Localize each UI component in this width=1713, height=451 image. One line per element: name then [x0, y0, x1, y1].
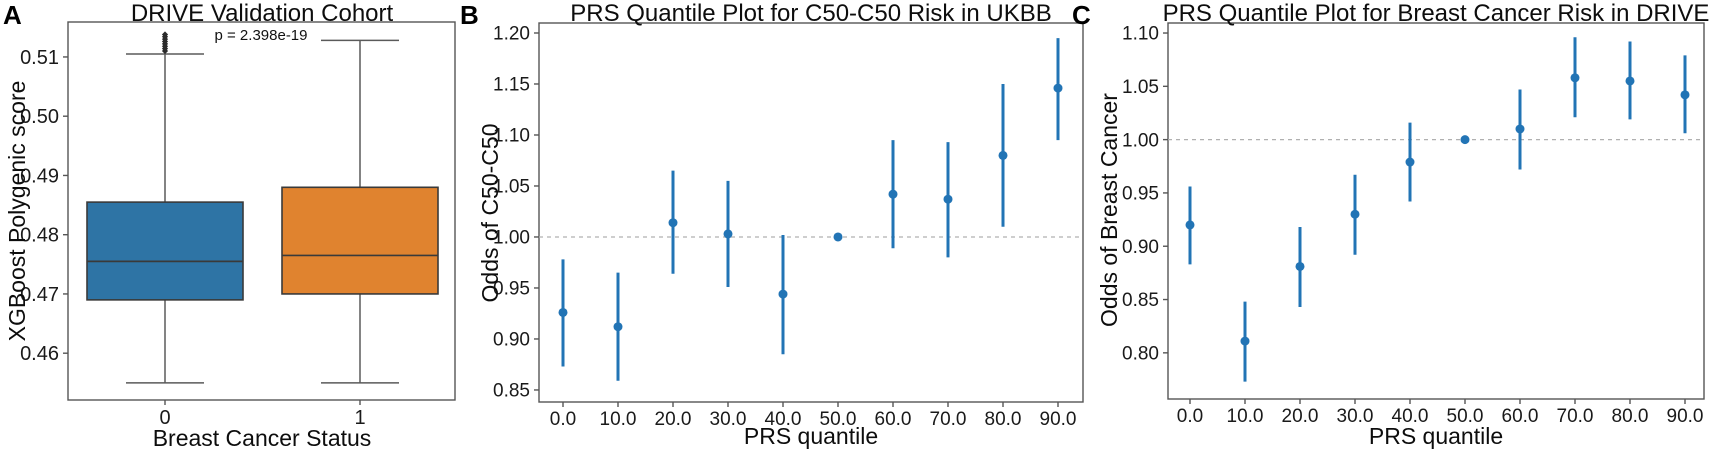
data-point	[1570, 73, 1580, 83]
x-tick-label: 20.0	[655, 409, 692, 430]
x-tick-label: 30.0	[1337, 406, 1374, 427]
panel-b-y-axis-label: Odds of C50-C50	[477, 123, 503, 303]
panel-a-y-axis-label: XGBoost Polygenic score	[4, 80, 30, 342]
x-tick-label: 0.0	[1177, 406, 1203, 427]
data-point	[778, 289, 788, 299]
panel-c-y-axis-label: Odds of Breast Cancer	[1096, 93, 1122, 327]
y-tick-label: 1.15	[493, 75, 530, 96]
y-tick-label: 0.85	[1122, 290, 1159, 311]
x-tick-label: 50.0	[1447, 406, 1484, 427]
y-tick-label: 1.10	[1122, 24, 1159, 45]
data-point	[1185, 220, 1195, 230]
y-tick-label: 1.20	[493, 24, 530, 45]
data-point	[833, 232, 843, 242]
x-tick-label: 80.0	[985, 409, 1022, 430]
box-plot-0	[86, 201, 244, 301]
y-tick-label: 0.80	[1122, 343, 1159, 364]
panel-c-title: PRS Quantile Plot for Breast Cancer Risk…	[1162, 0, 1710, 27]
data-point	[1680, 90, 1690, 100]
axes-frame-c	[1167, 22, 1705, 400]
x-tick-label: 90.0	[1040, 409, 1077, 430]
panel-label-b: B	[460, 0, 479, 30]
data-point	[888, 189, 898, 199]
x-tick-label: 40.0	[765, 409, 802, 430]
data-point	[1515, 124, 1525, 134]
y-tick-label: 0.95	[1122, 184, 1159, 205]
x-tick-label: 70.0	[930, 409, 967, 430]
outlier-point	[161, 31, 169, 38]
y-tick-label: 0.48	[20, 225, 59, 247]
x-tick-label: 20.0	[1282, 406, 1319, 427]
panel-c-x-axis-label: PRS quantile	[1368, 423, 1504, 449]
p-value-annotation: p = 2.398e-19	[214, 27, 308, 44]
y-tick-label: 0.90	[493, 330, 530, 351]
y-tick-label: 0.46	[20, 343, 59, 365]
panel-label-a: A	[3, 0, 22, 30]
box-plot-1	[281, 186, 439, 295]
data-point	[998, 150, 1008, 160]
y-tick-label: 0.51	[20, 47, 59, 69]
y-tick-label: 1.10	[493, 126, 530, 147]
data-point	[613, 322, 623, 332]
panel-a-title: DRIVE Validation Cohort	[130, 0, 394, 27]
data-point	[723, 229, 733, 239]
x-tick-label: 80.0	[1612, 406, 1649, 427]
data-point	[1350, 209, 1360, 219]
x-tick-label: 60.0	[1502, 406, 1539, 427]
data-point	[943, 194, 953, 204]
panel-b-title: PRS Quantile Plot for C50-C50 Risk in UK…	[570, 0, 1052, 27]
data-point	[1460, 135, 1470, 145]
panel-b-x-axis-label: PRS quantile	[743, 423, 879, 449]
x-tick-label: 10.0	[1227, 406, 1264, 427]
y-tick-label: 0.50	[20, 106, 59, 128]
y-tick-label: 1.00	[1122, 130, 1159, 151]
x-tick-label: 50.0	[820, 409, 857, 430]
data-point	[1053, 83, 1063, 93]
axes-frame-a	[67, 21, 456, 401]
y-tick-label: 0.49	[20, 165, 59, 187]
data-point	[1405, 157, 1415, 167]
x-tick-label: 1	[354, 407, 365, 429]
y-tick-label: 0.85	[493, 381, 530, 402]
data-point	[558, 307, 568, 317]
x-tick-label: 70.0	[1557, 406, 1594, 427]
x-tick-label: 0.0	[550, 409, 576, 430]
data-point	[1240, 336, 1250, 346]
axes-frame-b	[538, 22, 1084, 403]
x-tick-label: 40.0	[1392, 406, 1429, 427]
y-tick-label: 1.05	[493, 177, 530, 198]
data-point	[668, 218, 678, 228]
x-tick-label: 60.0	[875, 409, 912, 430]
panel-label-c: C	[1072, 0, 1091, 30]
panel-a-x-axis-label: Breast Cancer Status	[152, 425, 372, 451]
y-tick-label: 1.00	[493, 228, 530, 249]
y-tick-label: 0.90	[1122, 237, 1159, 258]
x-tick-label: 30.0	[710, 409, 747, 430]
y-tick-label: 1.05	[1122, 77, 1159, 98]
x-tick-label: 0	[159, 407, 170, 429]
x-tick-label: 10.0	[600, 409, 637, 430]
data-point	[1295, 261, 1305, 271]
y-tick-label: 0.95	[493, 279, 530, 300]
x-tick-label: 90.0	[1667, 406, 1704, 427]
y-tick-label: 0.47	[20, 284, 59, 306]
data-point	[1625, 76, 1635, 86]
